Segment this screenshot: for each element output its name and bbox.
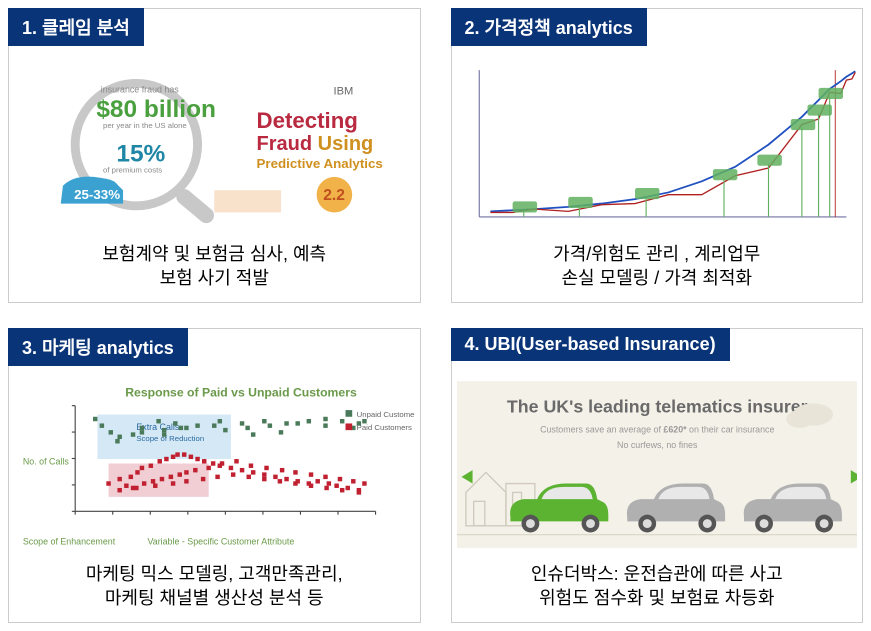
panel1-cap1: 보험계약 및 보험금 심사, 예측 (102, 244, 326, 264)
legend-unpaid: Unpaid Customers (357, 410, 415, 419)
panel-marketing-analytics: 3. 마케팅 analytics Response of Paid vs Unp… (8, 328, 421, 623)
panel4-cap2: 위험도 점수화 및 보험료 차등화 (539, 588, 774, 608)
panel-claim-analysis: 1. 클레임 분석 insurance fraud has $80 billio… (8, 8, 421, 303)
svg-text:of premium costs: of premium costs (103, 165, 162, 174)
panel-grid: 1. 클레임 분석 insurance fraud has $80 billio… (8, 8, 863, 623)
telematics-sub1: Customers save an average of £620* on th… (540, 424, 774, 434)
panel-title-2: 2. 가격정책 analytics (451, 8, 647, 46)
panel4-caption: 인슈더박스: 운전습관에 따른 사고 위험도 점수화 및 보험료 차등화 (452, 558, 863, 622)
panel-title-3: 3. 마케팅 analytics (8, 328, 188, 366)
panel4-graphic: The UK's leading telematics insurer Cust… (452, 371, 863, 558)
scatter-xlabel: Variable - Specific Customer Attribute (148, 537, 295, 547)
panel-pricing-analytics: 2. 가격정책 analytics 가격/위험도 관리 , 계리업무 손실 모델… (451, 8, 864, 303)
svg-text:per year in the US alone: per year in the US alone (103, 121, 187, 130)
panel1-cap2: 보험 사기 적발 (160, 268, 269, 288)
panel4-cap1: 인슈더박스: 운전습관에 따른 사고 (531, 564, 783, 584)
panel-ubi: 4. UBI(User-based Insurance) The UK's le… (451, 328, 864, 623)
scatter-ylabel: No. of Calls (23, 457, 69, 467)
panel1-graphic: insurance fraud has $80 billion per year… (9, 51, 420, 238)
scatter-title: Response of Paid vs Unpaid Customers (125, 386, 357, 400)
pricing-curve-chart (457, 56, 858, 233)
panel-title-1: 1. 클레임 분석 (8, 8, 144, 46)
ibm-brand: IBM (334, 86, 354, 98)
panel-title-4: 4. UBI(User-based Insurance) (451, 328, 730, 361)
legend-paid: Paid Customers (357, 423, 412, 432)
scatter-chart: Response of Paid vs Unpaid Customers Ext… (14, 376, 415, 553)
fraud-mult: 2.2 (323, 187, 345, 204)
telematics-headline: The UK's leading telematics insurer (506, 396, 807, 416)
panel3-cap2: 마케팅 채널별 생산성 분석 등 (105, 588, 324, 608)
fraud-car-stat: 25-33% (74, 187, 120, 202)
telematics-sub2: No curfews, no fines (617, 440, 698, 450)
svg-text:insurance fraud has: insurance fraud has (101, 84, 180, 94)
fraud-head4: Predictive Analytics (257, 156, 383, 171)
panel2-cap2: 손실 모델링 / 가격 최적화 (561, 268, 752, 288)
panel1-caption: 보험계약 및 보험금 심사, 예측 보험 사기 적발 (9, 238, 420, 302)
panel3-graphic: Response of Paid vs Unpaid Customers Ext… (9, 371, 420, 558)
fraud-percent: 15% (116, 140, 165, 167)
scatter-enhance: Scope of Enhancement (23, 537, 116, 547)
panel3-caption: 마케팅 믹스 모델링, 고객만족관리, 마케팅 채널별 생산성 분석 등 (9, 558, 420, 622)
fraud-head2: Fraud Using (257, 133, 374, 155)
fraud-head1: Detecting (257, 108, 358, 133)
fraud-infographic: insurance fraud has $80 billion per year… (14, 56, 415, 233)
panel2-caption: 가격/위험도 관리 , 계리업무 손실 모델링 / 가격 최적화 (452, 238, 863, 302)
telematics-infographic: The UK's leading telematics insurer Cust… (457, 376, 858, 553)
panel2-cap1: 가격/위험도 관리 , 계리업무 (553, 244, 760, 264)
fraud-dollar: $80 billion (96, 96, 216, 123)
scatter-scope: Scope of Reduction (136, 434, 204, 443)
panel2-graphic (452, 51, 863, 238)
panel3-cap1: 마케팅 믹스 모델링, 고객만족관리, (86, 564, 343, 584)
